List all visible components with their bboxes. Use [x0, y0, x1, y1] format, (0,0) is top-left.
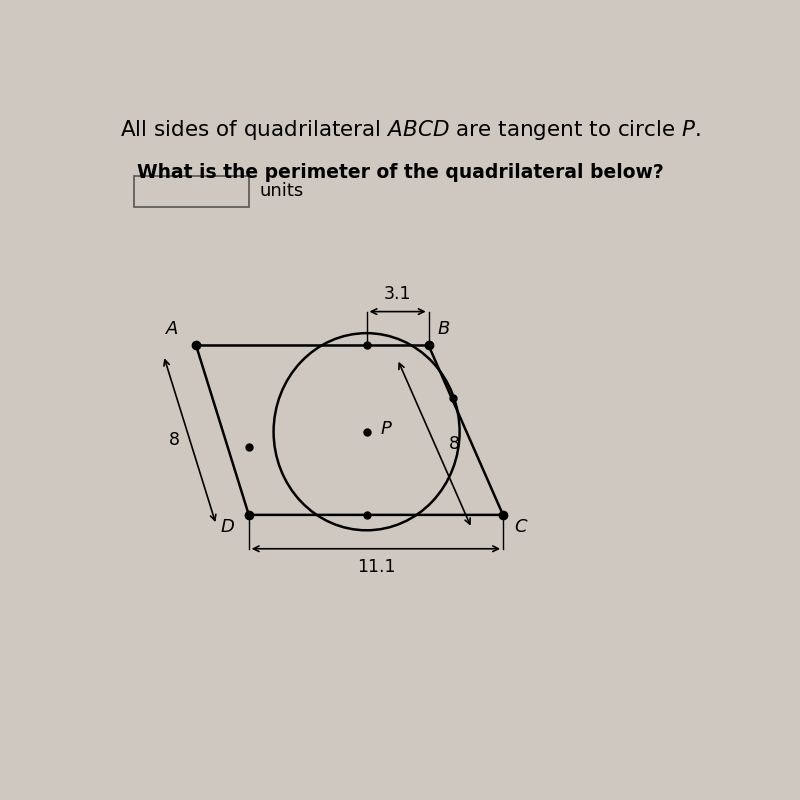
Text: $\mathit{D}$: $\mathit{D}$ [220, 518, 235, 536]
Text: $\mathit{B}$: $\mathit{B}$ [438, 320, 450, 338]
Text: All sides of quadrilateral $\mathit{ABCD}$ are tangent to circle $\mathit{P}$.: All sides of quadrilateral $\mathit{ABCD… [119, 118, 701, 142]
Text: 11.1: 11.1 [357, 558, 395, 576]
Text: $\mathit{P}$: $\mathit{P}$ [380, 420, 393, 438]
Text: $\mathit{A}$: $\mathit{A}$ [165, 320, 178, 338]
Text: $\mathit{C}$: $\mathit{C}$ [514, 518, 529, 536]
Text: 3.1: 3.1 [384, 286, 411, 303]
Bar [134, 176, 249, 207]
Text: 8: 8 [169, 431, 180, 449]
Text: What is the perimeter of the quadrilateral below?: What is the perimeter of the quadrilater… [138, 163, 664, 182]
Text: 8: 8 [449, 434, 460, 453]
Text: units: units [260, 182, 304, 201]
